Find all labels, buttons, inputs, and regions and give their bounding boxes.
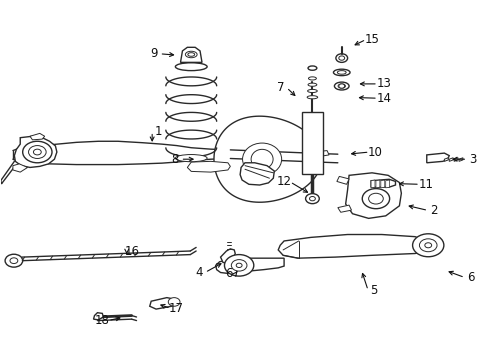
Text: 6: 6 <box>225 267 233 280</box>
Text: 13: 13 <box>376 77 391 90</box>
Ellipse shape <box>243 143 282 175</box>
Circle shape <box>168 298 180 306</box>
Circle shape <box>10 258 18 264</box>
Polygon shape <box>386 180 390 188</box>
Ellipse shape <box>188 53 195 56</box>
Ellipse shape <box>308 89 317 93</box>
Polygon shape <box>376 180 380 188</box>
Polygon shape <box>444 158 448 161</box>
Polygon shape <box>427 153 449 163</box>
Ellipse shape <box>251 149 273 169</box>
Text: 17: 17 <box>169 302 184 315</box>
Polygon shape <box>345 173 401 219</box>
Circle shape <box>339 84 344 88</box>
Polygon shape <box>371 180 375 188</box>
Polygon shape <box>381 180 385 188</box>
Ellipse shape <box>308 83 317 86</box>
Circle shape <box>419 239 437 252</box>
Circle shape <box>224 255 254 276</box>
Polygon shape <box>150 298 175 309</box>
Polygon shape <box>240 163 274 185</box>
Polygon shape <box>187 161 230 172</box>
Text: 12: 12 <box>276 175 292 188</box>
Polygon shape <box>30 134 45 140</box>
Text: 16: 16 <box>125 244 140 257</box>
Polygon shape <box>13 164 27 172</box>
Circle shape <box>28 145 46 158</box>
Ellipse shape <box>337 71 346 74</box>
Polygon shape <box>220 249 235 263</box>
Text: 9: 9 <box>150 47 157 60</box>
Polygon shape <box>371 179 395 187</box>
Ellipse shape <box>175 154 207 162</box>
Polygon shape <box>454 158 458 161</box>
Polygon shape <box>338 205 351 212</box>
Circle shape <box>336 54 347 62</box>
Ellipse shape <box>309 77 317 80</box>
Text: 4: 4 <box>196 266 203 279</box>
Polygon shape <box>278 234 430 258</box>
Circle shape <box>413 234 444 257</box>
Polygon shape <box>180 47 202 62</box>
Text: 3: 3 <box>469 153 477 166</box>
Circle shape <box>362 189 390 209</box>
Ellipse shape <box>338 84 345 88</box>
Polygon shape <box>14 136 57 167</box>
Text: 11: 11 <box>418 178 433 191</box>
Ellipse shape <box>334 82 349 90</box>
Text: 18: 18 <box>95 314 110 327</box>
Polygon shape <box>459 158 463 161</box>
Text: 15: 15 <box>365 33 379 46</box>
Circle shape <box>231 260 247 271</box>
Text: 7: 7 <box>277 81 284 94</box>
Text: 10: 10 <box>368 145 383 158</box>
Circle shape <box>306 194 319 204</box>
Polygon shape <box>302 112 323 174</box>
Circle shape <box>23 141 52 163</box>
Ellipse shape <box>175 63 207 71</box>
Ellipse shape <box>185 51 197 58</box>
Ellipse shape <box>307 96 318 99</box>
Polygon shape <box>214 116 321 202</box>
Polygon shape <box>216 258 284 273</box>
Circle shape <box>425 243 432 248</box>
Text: 6: 6 <box>467 271 474 284</box>
Circle shape <box>339 56 344 60</box>
Ellipse shape <box>308 66 317 70</box>
Circle shape <box>310 197 316 201</box>
Circle shape <box>33 149 41 155</box>
Text: 2: 2 <box>430 204 438 217</box>
Text: 1: 1 <box>154 125 162 138</box>
Polygon shape <box>337 176 349 184</box>
Circle shape <box>236 263 242 267</box>
Text: 14: 14 <box>376 92 392 105</box>
Ellipse shape <box>333 69 350 76</box>
Polygon shape <box>313 150 329 157</box>
Polygon shape <box>449 158 453 161</box>
Text: 8: 8 <box>171 153 178 166</box>
Circle shape <box>5 254 23 267</box>
Circle shape <box>368 193 383 204</box>
Text: 5: 5 <box>370 284 378 297</box>
Polygon shape <box>94 313 103 320</box>
